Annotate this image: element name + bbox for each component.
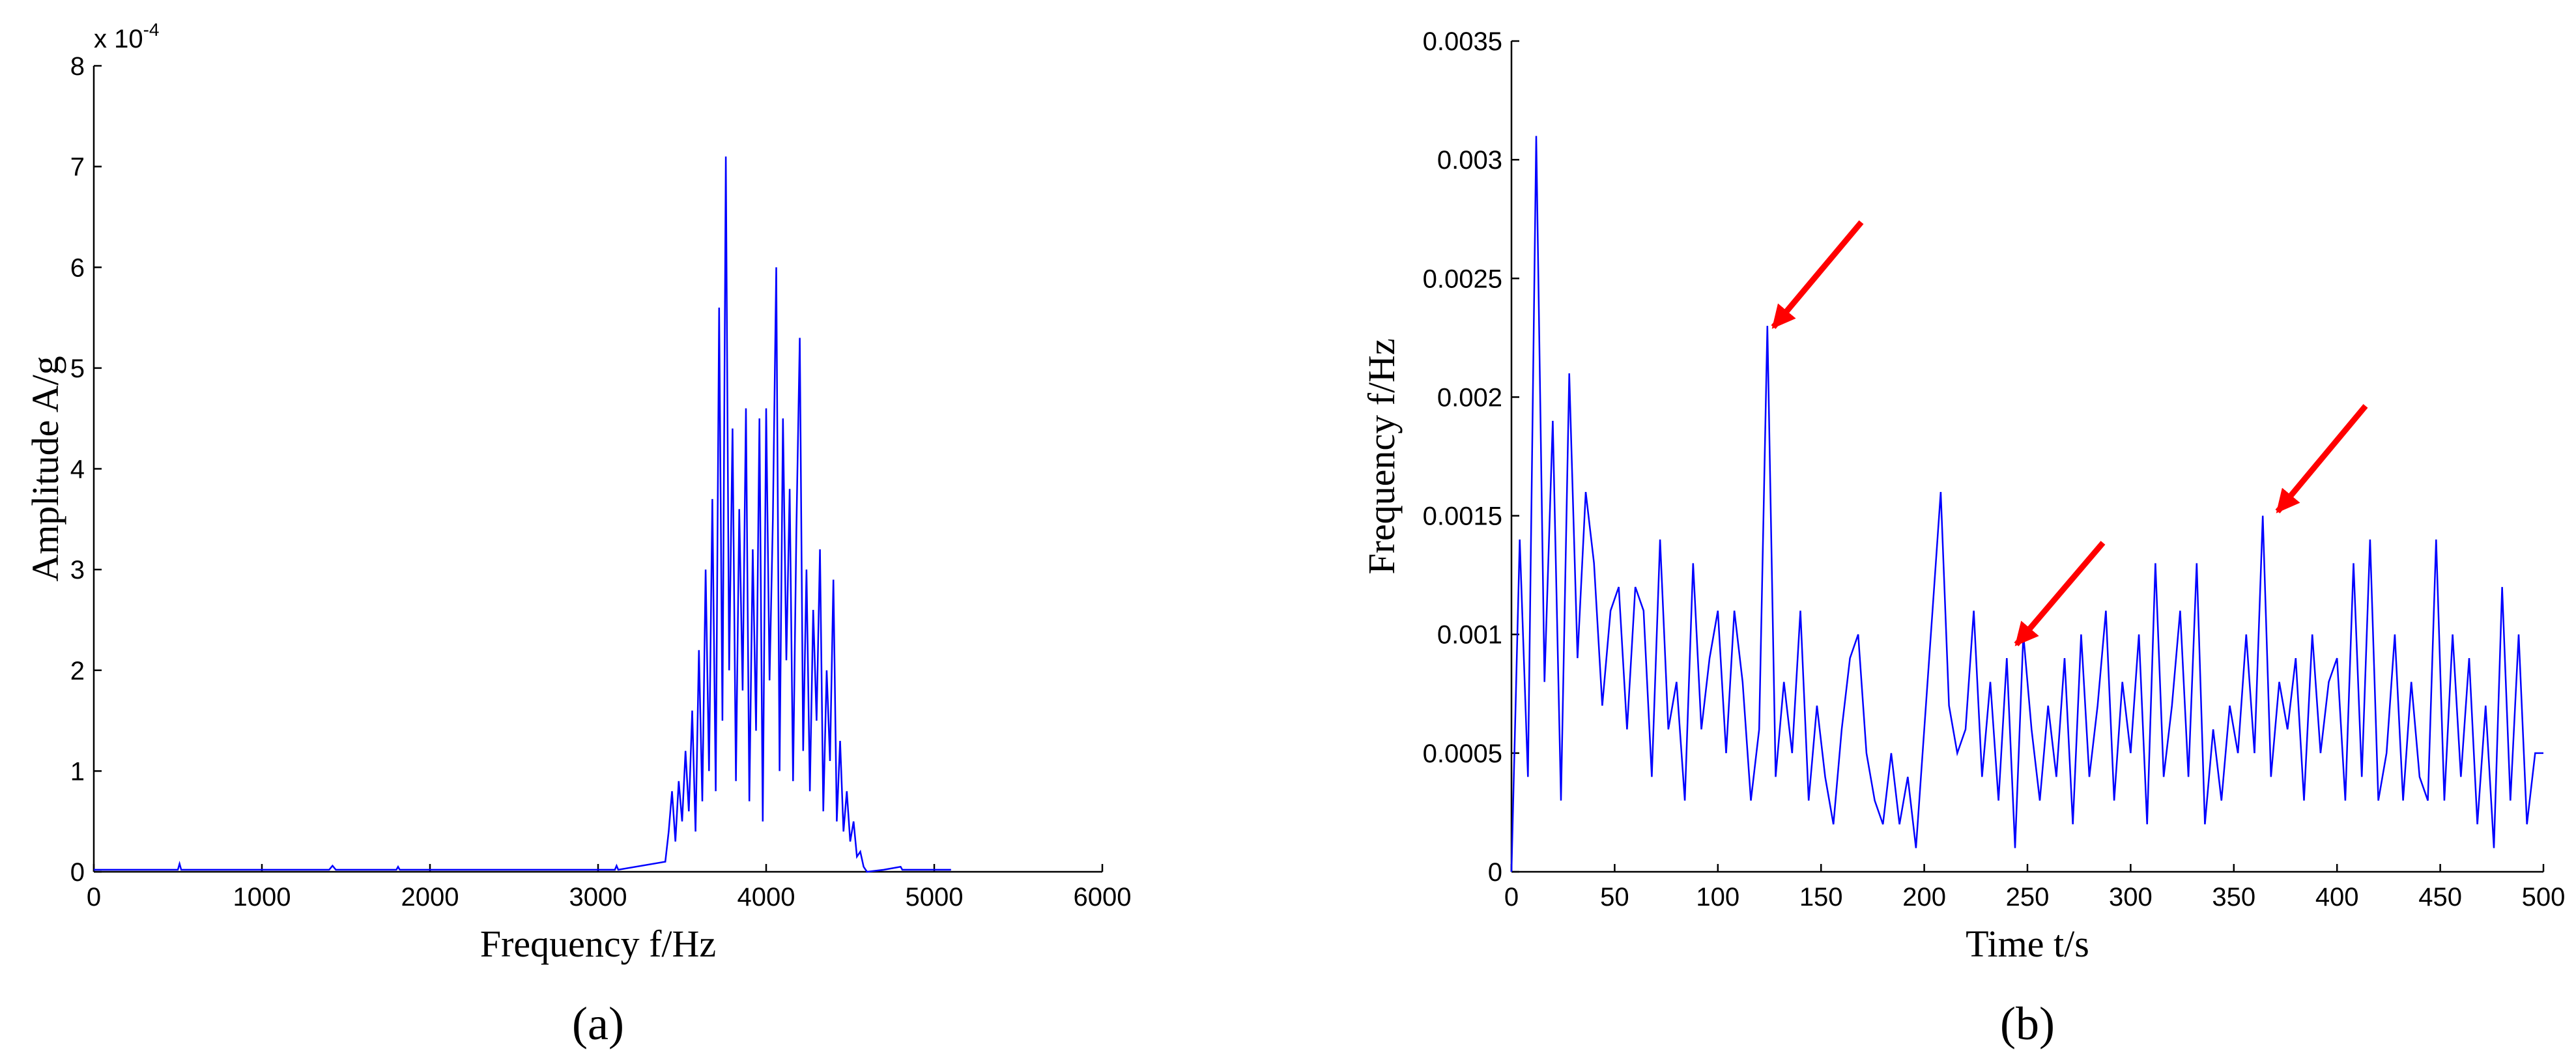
- y-tick-label: 3: [70, 556, 85, 584]
- x-tick-label: 1000: [233, 883, 291, 912]
- y-tick-label: 4: [70, 455, 85, 484]
- x-tick-label: 450: [2418, 883, 2462, 912]
- chart: 0 1000 2000 3000 4000 5000 6000 0 1 2 3 4 5 6 7 8 Freque…: [24, 20, 1131, 1050]
- arrow: [1771, 220, 1864, 329]
- x-tick-label: 2000: [401, 883, 459, 912]
- y-tick-label: 6: [70, 253, 85, 282]
- x-tick-label: 0: [1504, 883, 1519, 912]
- y-axis-label: Amplitude A/g: [24, 356, 66, 581]
- x-tick-label: 350: [2212, 883, 2255, 912]
- annotation-arrows: [1771, 220, 2368, 646]
- x-tick-label: 4000: [737, 883, 795, 912]
- multiplier-base: x 10: [94, 25, 143, 53]
- x-tick-label: 400: [2315, 883, 2359, 912]
- y-tick-label: 0.003: [1437, 146, 1502, 175]
- x-tick-label: 100: [1696, 883, 1739, 912]
- y-tick-label: 0.001: [1437, 621, 1502, 650]
- data-line: [1510, 136, 2543, 872]
- y-tick-label: 0.0015: [1423, 502, 1502, 531]
- x-tick-label: 300: [2109, 883, 2153, 912]
- x-tick-label: 0: [87, 883, 101, 912]
- x-axis-label: Time t/s: [1966, 923, 2089, 965]
- y-axis-label: Frequency f/Hz: [1360, 338, 1403, 574]
- x-tick-label: 6000: [1074, 883, 1132, 912]
- chart: 0 50 100 150 200 250 300 350 400 450 500 0 0.0005 0.0…: [1360, 27, 2565, 1050]
- x-tick-label: 200: [1902, 883, 1946, 912]
- arrow: [2014, 541, 2106, 646]
- x-tick-label: 250: [2006, 883, 2050, 912]
- arrow: [2275, 404, 2368, 513]
- x-tick-label: 150: [1799, 883, 1843, 912]
- y-tick-label: 1: [70, 757, 85, 786]
- caption: (b): [2000, 998, 2055, 1050]
- multiplier-exponent: -4: [143, 20, 160, 40]
- y-tick-label: 0: [70, 858, 85, 887]
- y-multiplier: x 10-4: [94, 20, 160, 53]
- data-line: [94, 156, 951, 873]
- x-tick-label: 3000: [569, 883, 627, 912]
- y-tick-label: 2: [70, 657, 85, 685]
- y-tick-label: 8: [70, 52, 85, 81]
- y-tick-label: 0.0025: [1423, 265, 1502, 293]
- y-tick-label: 7: [70, 153, 85, 182]
- y-tick-label: 0.002: [1437, 383, 1502, 412]
- x-tick-label: 5000: [906, 883, 964, 912]
- x-tick-label: 500: [2522, 883, 2566, 912]
- y-tick-label: 0.0005: [1423, 740, 1502, 768]
- y-tick-label: 0: [1488, 858, 1502, 887]
- x-tick-label: 50: [1600, 883, 1629, 912]
- caption: (a): [572, 998, 624, 1050]
- x-axis-label: Frequency f/Hz: [480, 923, 716, 965]
- y-tick-label: 5: [70, 354, 85, 383]
- y-tick-label: 0.0035: [1423, 27, 1502, 56]
